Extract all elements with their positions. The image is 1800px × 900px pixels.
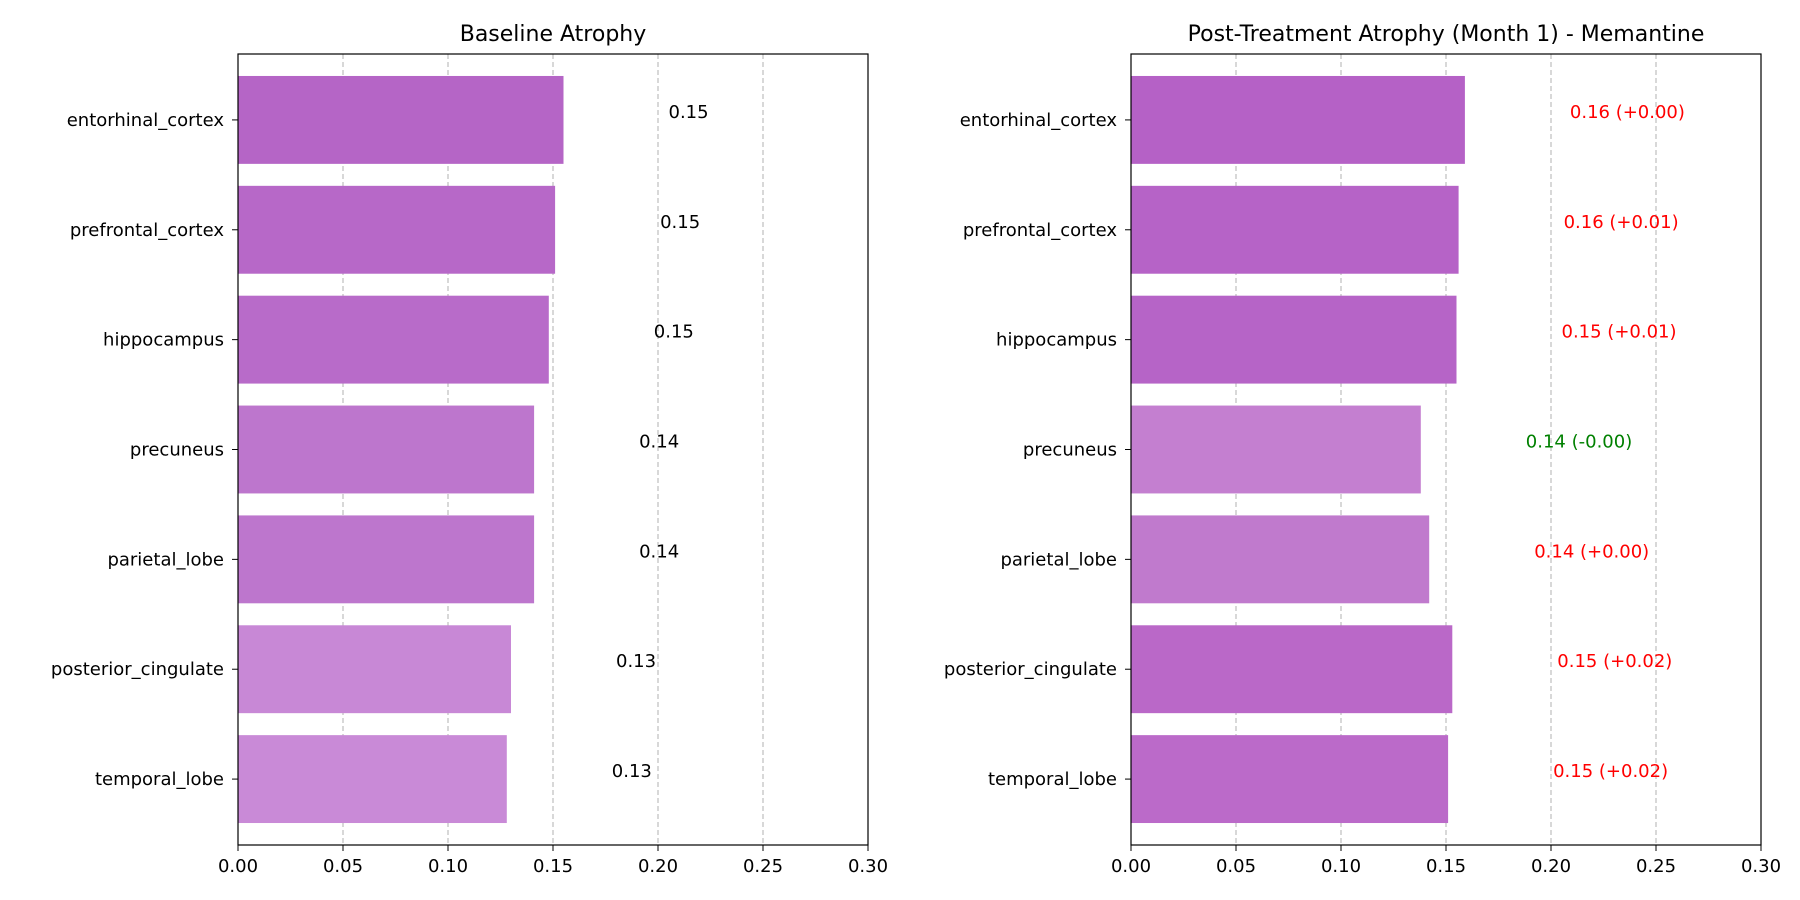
data-label: 0.14 <box>639 432 679 453</box>
y-tick-label: posterior_cingulate <box>51 659 224 680</box>
x-tick-label: 0.05 <box>1216 856 1256 877</box>
bar <box>238 185 556 274</box>
bar <box>1131 185 1459 274</box>
y-tick-label: prefrontal_cortex <box>70 220 224 241</box>
x-tick-label: 0.10 <box>1321 856 1361 877</box>
data-label: 0.13 <box>612 761 652 782</box>
data-label: 0.14 (+0.00) <box>1534 541 1649 562</box>
x-tick-label: 0.00 <box>218 856 258 877</box>
y-tick-label: precuneus <box>130 440 224 461</box>
data-label: 0.14 (-0.00) <box>1526 432 1632 453</box>
x-tick-label: 0.05 <box>323 856 363 877</box>
bar <box>1131 735 1449 824</box>
x-tick-label: 0.10 <box>428 856 468 877</box>
bar <box>238 735 507 824</box>
y-tick-label: temporal_lobe <box>95 769 224 790</box>
baseline-atrophy-chart: 0.00 0.05 0.10 0.15 0.20 0.25 0.30 entorhinal_c… <box>51 22 888 877</box>
data-label: 0.14 <box>639 541 679 562</box>
x-tick-label: 0.30 <box>848 856 888 877</box>
data-label: 0.15 <box>654 322 694 343</box>
bar <box>238 405 535 494</box>
x-tick-label: 0.15 <box>533 856 573 877</box>
bar <box>1131 515 1430 604</box>
x-tick-label: 0.30 <box>1741 856 1781 877</box>
bar <box>1131 405 1421 494</box>
chart-title: Post-Treatment Atrophy (Month 1) - Meman… <box>1188 22 1705 47</box>
post-treatment-atrophy-chart: 0.00 0.05 0.10 0.15 0.20 0.25 0.30 entorhinal_c… <box>944 22 1781 877</box>
y-tick-label: hippocampus <box>103 330 224 351</box>
bar <box>238 625 511 714</box>
x-tick-label: 0.25 <box>743 856 783 877</box>
y-tick-label: parietal_lobe <box>107 549 224 570</box>
data-label: 0.13 <box>616 651 656 672</box>
data-label: 0.15 <box>660 212 700 233</box>
data-label: 0.16 (+0.00) <box>1570 102 1685 123</box>
y-tick-label: prefrontal_cortex <box>963 220 1117 241</box>
data-label: 0.15 (+0.02) <box>1553 761 1668 782</box>
bar <box>1131 75 1465 164</box>
data-label: 0.16 (+0.01) <box>1564 212 1679 233</box>
data-label: 0.15 <box>669 102 709 123</box>
x-tick-label: 0.00 <box>1111 856 1151 877</box>
y-tick-label: entorhinal_cortex <box>960 110 1118 131</box>
x-tick-label: 0.15 <box>1426 856 1466 877</box>
chart-title: Baseline Atrophy <box>460 22 647 47</box>
bar <box>1131 295 1457 384</box>
bar <box>238 515 535 604</box>
y-tick-label: posterior_cingulate <box>944 659 1117 680</box>
x-tick-label: 0.25 <box>1636 856 1676 877</box>
bar <box>238 75 564 164</box>
x-tick-label: 0.20 <box>638 856 678 877</box>
y-tick-label: temporal_lobe <box>988 769 1117 790</box>
bar <box>1131 625 1453 714</box>
y-tick-label: entorhinal_cortex <box>67 110 225 131</box>
x-tick-label: 0.20 <box>1531 856 1571 877</box>
bar <box>238 295 549 384</box>
y-tick-label: precuneus <box>1023 440 1117 461</box>
data-label: 0.15 (+0.02) <box>1557 651 1672 672</box>
y-tick-label: parietal_lobe <box>1000 549 1117 570</box>
y-tick-label: hippocampus <box>996 330 1117 351</box>
data-label: 0.15 (+0.01) <box>1562 322 1677 343</box>
